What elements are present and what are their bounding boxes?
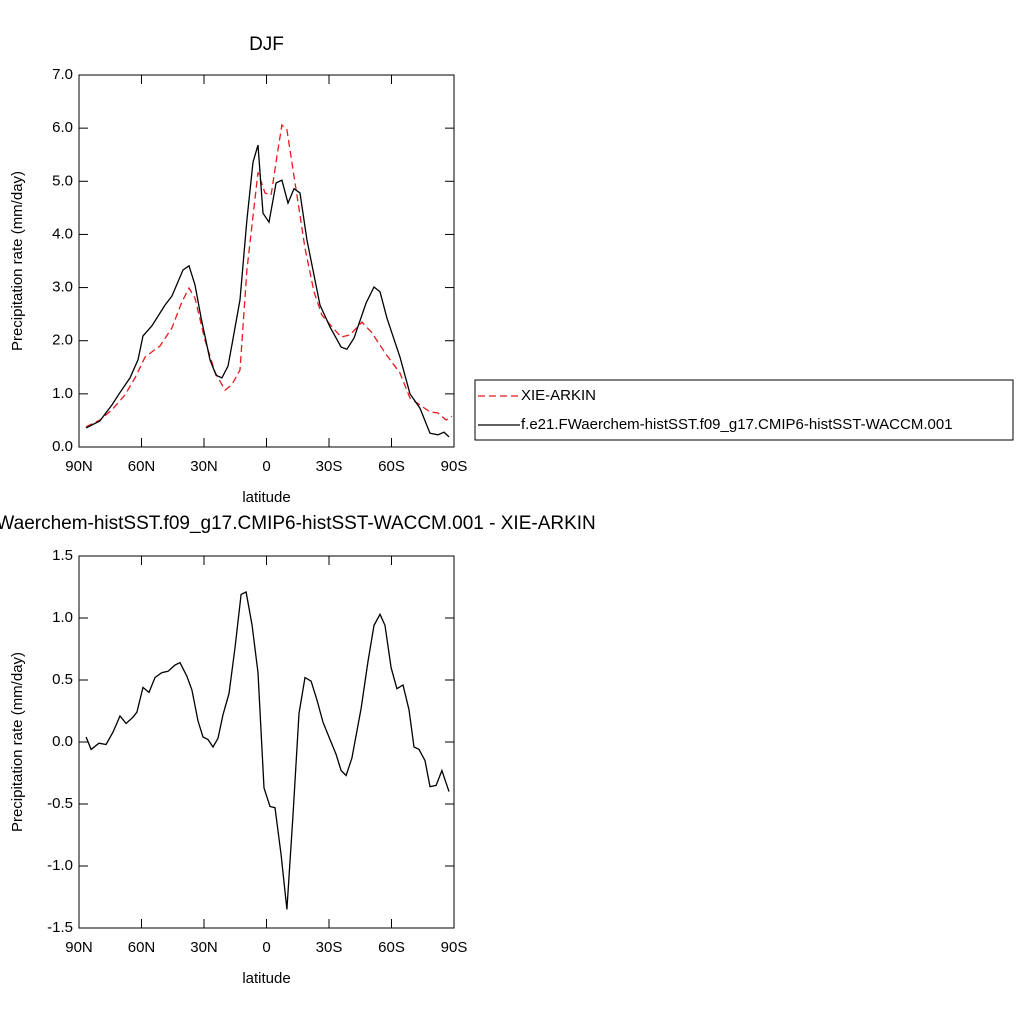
y-tick-label: 4.0: [52, 225, 73, 242]
y-tick-label: 6.0: [52, 119, 73, 136]
y-tick-label: -0.5: [47, 795, 73, 812]
y-tick-label: 1.0: [52, 385, 73, 402]
data-line: [85, 144, 450, 438]
data-line: [85, 591, 450, 910]
x-tick-label: 30S: [316, 939, 343, 956]
y-tick-label: 0.0: [52, 733, 73, 750]
x-tick-label: 0: [262, 939, 270, 956]
x-tick-label: 90N: [65, 939, 93, 956]
chart-title: f.e21.FWaerchem-histSST.f09_g17.CMIP6-hi…: [0, 513, 596, 534]
x-tick-label: 90N: [65, 458, 93, 475]
x-tick-label: 60N: [128, 939, 156, 956]
x-tick-label: 0: [262, 458, 270, 475]
y-tick-label: 0.5: [52, 671, 73, 688]
x-tick-label: 60S: [378, 939, 405, 956]
x-tick-label: 90S: [441, 458, 468, 475]
chart-title: DJF: [249, 34, 284, 55]
y-tick-label: 5.0: [52, 172, 73, 189]
y-tick-label: 7.0: [52, 66, 73, 83]
x-tick-label: 30S: [316, 458, 343, 475]
y-tick-label: 1.0: [52, 609, 73, 626]
y-tick-label: -1.0: [47, 857, 73, 874]
y-axis-label: Precipitation rate (mm/day): [9, 652, 26, 832]
y-tick-label: 0.0: [52, 438, 73, 455]
legend-box: [474, 379, 1014, 441]
y-tick-label: -1.5: [47, 919, 73, 936]
legend-label: f.e21.FWaerchem-histSST.f09_g17.CMIP6-hi…: [521, 416, 953, 433]
legend-label: XIE-ARKIN: [521, 387, 596, 404]
x-tick-label: 30N: [190, 939, 218, 956]
x-tick-label: 60S: [378, 458, 405, 475]
data-line: [85, 123, 453, 428]
x-tick-label: 90S: [441, 939, 468, 956]
x-axis-label: latitude: [242, 489, 290, 506]
x-axis-label: latitude: [242, 970, 290, 987]
plot-frame: [78, 74, 455, 448]
x-tick-label: 60N: [128, 458, 156, 475]
y-tick-label: 3.0: [52, 279, 73, 296]
y-tick-label: 1.5: [52, 547, 73, 564]
y-axis-label: Precipitation rate (mm/day): [9, 171, 26, 351]
plot-frame: [78, 555, 455, 929]
x-tick-label: 30N: [190, 458, 218, 475]
y-tick-label: 2.0: [52, 332, 73, 349]
